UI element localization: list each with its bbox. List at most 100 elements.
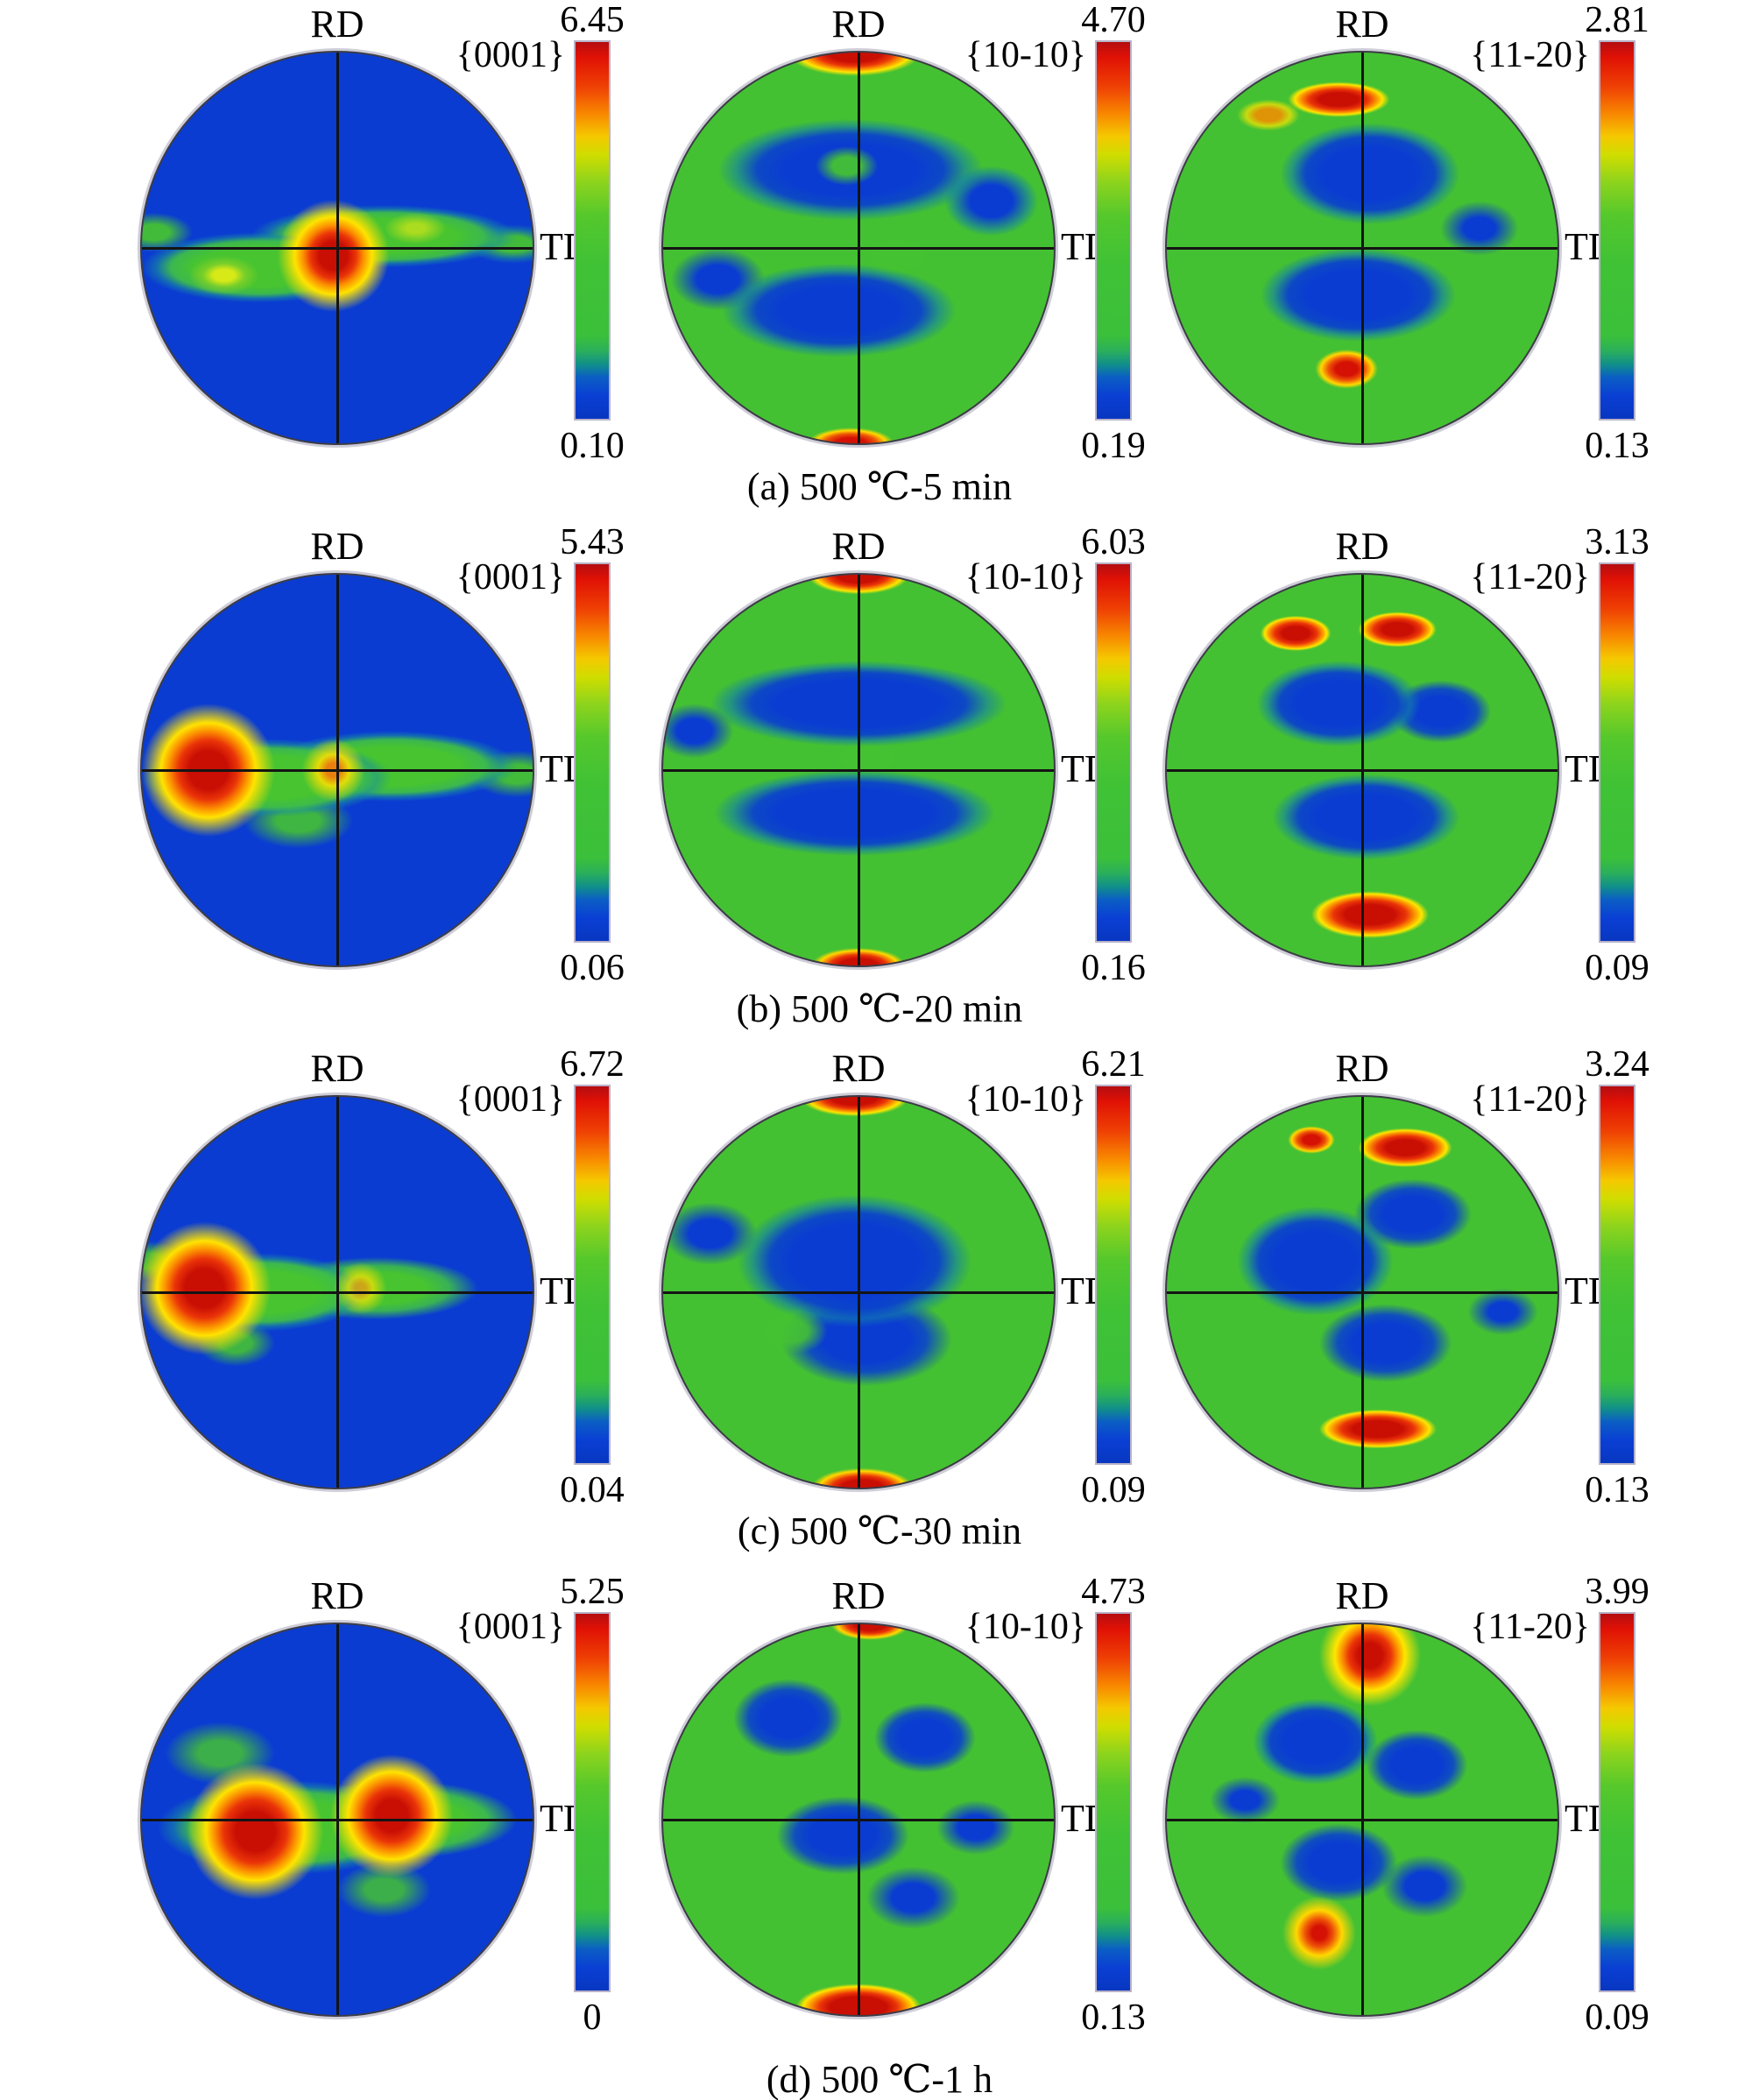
- colorbar: [574, 562, 611, 943]
- pole-figure-panel: RD TD {0001} 6.45 0.10: [140, 0, 753, 478]
- colorbar-max-value: 4.70: [1081, 0, 1146, 40]
- horizontal-axis-line: [142, 1290, 533, 1294]
- pole-figure-panel: RD TD {11-20} 3.99 0.09: [1165, 1573, 1759, 2050]
- plane-label: {10-10}: [964, 557, 1086, 597]
- colorbar: [1599, 562, 1635, 943]
- colorbar: [1095, 1612, 1132, 1992]
- pole-figure-row: RD TD {0001} 5.43 0.06 RD TD {10-10} 6.0…: [0, 522, 1759, 1050]
- colorbar-max-value: 6.72: [560, 1044, 625, 1085]
- pole-figure-row: RD TD {0001} 6.45 0.10 RD TD {10-10} 4.7…: [0, 0, 1759, 527]
- horizontal-axis-line: [663, 1818, 1054, 1821]
- pole-figure-panel: RD TD {10-10} 6.21 0.09: [661, 1046, 1275, 1523]
- pole-figure-panel: RD TD {0001} 6.72 0.04: [140, 1046, 753, 1523]
- pole-figure-plot: [140, 1623, 534, 2017]
- pole-figure-panel: RD TD {0001} 5.43 0.06: [140, 522, 753, 1001]
- colorbar-min-value: 0.13: [1585, 1470, 1650, 1510]
- colorbar: [1095, 1085, 1132, 1465]
- horizontal-axis-line: [1167, 1818, 1558, 1821]
- colorbar: [1599, 40, 1635, 421]
- horizontal-axis-line: [1167, 768, 1558, 772]
- plane-label: {10-10}: [964, 1079, 1086, 1120]
- horizontal-axis-line: [142, 768, 533, 772]
- rd-axis-label: RD: [831, 525, 886, 568]
- horizontal-axis-line: [663, 1290, 1054, 1294]
- pole-figure-panel: RD TD {10-10} 6.03 0.16: [661, 522, 1275, 1001]
- colorbar: [574, 1085, 611, 1465]
- colorbar-min-value: 0.10: [560, 426, 625, 466]
- colorbar-min-value: 0.13: [1081, 1997, 1146, 2038]
- pole-figure-plot: [661, 1095, 1056, 1489]
- pole-figure-plot: [140, 51, 534, 445]
- rd-axis-label: RD: [831, 1047, 886, 1090]
- row-caption: (d) 500 ℃-1 h: [766, 2058, 993, 2100]
- horizontal-axis-line: [142, 246, 533, 250]
- pole-figure-plot: [1165, 1623, 1559, 2017]
- colorbar-min-value: 0.13: [1585, 426, 1650, 466]
- colorbar-max-value: 5.43: [560, 522, 625, 562]
- row-caption: (b) 500 ℃-20 min: [736, 987, 1023, 1030]
- plane-label: {0001}: [456, 1079, 565, 1120]
- colorbar-max-value: 3.99: [1585, 1572, 1650, 1612]
- plane-label: {10-10}: [964, 1607, 1086, 1647]
- row-caption: (c) 500 ℃-30 min: [737, 1510, 1022, 1552]
- horizontal-axis-line: [663, 768, 1054, 772]
- pole-figure-panel: RD TD {11-20} 3.13 0.09: [1165, 522, 1759, 1001]
- colorbar-min-value: 0.06: [560, 948, 625, 988]
- rd-axis-label: RD: [310, 1047, 364, 1090]
- colorbar-max-value: 6.03: [1081, 522, 1146, 562]
- colorbar-max-value: 5.25: [560, 1572, 625, 1612]
- plane-label: {0001}: [456, 1607, 565, 1647]
- plane-label: {11-20}: [1470, 1079, 1590, 1120]
- colorbar: [1095, 40, 1132, 421]
- horizontal-axis-line: [663, 246, 1054, 250]
- colorbar-min-value: 0.19: [1081, 426, 1146, 466]
- pole-figure-panel: RD TD {10-10} 4.73 0.13: [661, 1573, 1275, 2050]
- rd-axis-label: RD: [1335, 3, 1389, 46]
- colorbar-min-value: 0.09: [1081, 1470, 1146, 1510]
- pole-figure-plot: [140, 1095, 534, 1489]
- rd-axis-label: RD: [310, 525, 364, 568]
- rd-axis-label: RD: [310, 1574, 364, 1617]
- colorbar-min-value: 0: [583, 1997, 602, 2038]
- colorbar: [574, 1612, 611, 1992]
- rd-axis-label: RD: [1335, 1047, 1389, 1090]
- plane-label: {11-20}: [1470, 1607, 1590, 1647]
- colorbar-max-value: 4.73: [1081, 1572, 1146, 1612]
- pole-figure-row: RD TD {0001} 6.72 0.04 RD TD {10-10} 6.2…: [0, 1046, 1759, 1572]
- plane-label: {11-20}: [1470, 35, 1590, 75]
- colorbar-max-value: 3.24: [1585, 1044, 1650, 1085]
- horizontal-axis-line: [1167, 1290, 1558, 1294]
- colorbar-max-value: 6.21: [1081, 1044, 1146, 1085]
- colorbar-max-value: 2.81: [1585, 0, 1650, 40]
- colorbar-max-value: 3.13: [1585, 522, 1650, 562]
- pole-figure-plot: [140, 573, 534, 967]
- pole-figure-plot: [1165, 573, 1559, 967]
- pole-figure-panel: RD TD {11-20} 2.81 0.13: [1165, 0, 1759, 478]
- colorbar: [1599, 1085, 1635, 1465]
- rd-axis-label: RD: [1335, 525, 1389, 568]
- colorbar-min-value: 0.16: [1081, 948, 1146, 988]
- pole-figure-row: RD TD {0001} 5.25 0 RD TD {10-10} 4.73 0…: [0, 1573, 1759, 2100]
- pole-figure-plot: [1165, 51, 1559, 445]
- plane-label: {10-10}: [964, 35, 1086, 75]
- rd-axis-label: RD: [1335, 1574, 1389, 1617]
- colorbar-max-value: 6.45: [560, 0, 625, 40]
- rd-axis-label: RD: [831, 1574, 886, 1617]
- horizontal-axis-line: [142, 1818, 533, 1821]
- colorbar: [1599, 1612, 1635, 1992]
- rd-axis-label: RD: [310, 3, 364, 46]
- pole-figure-plot: [661, 573, 1056, 967]
- plane-label: {0001}: [456, 35, 565, 75]
- row-caption: (a) 500 ℃-5 min: [746, 465, 1013, 508]
- horizontal-axis-line: [1167, 246, 1558, 250]
- colorbar: [574, 40, 611, 421]
- plane-label: {11-20}: [1470, 557, 1590, 597]
- pole-figure-plot: [661, 1623, 1056, 2017]
- pole-figure-panel: RD TD {11-20} 3.24 0.13: [1165, 1046, 1759, 1523]
- pole-figure-plot: [1165, 1095, 1559, 1489]
- rd-axis-label: RD: [831, 3, 886, 46]
- colorbar-min-value: 0.09: [1585, 948, 1650, 988]
- pole-figure-plot: [661, 51, 1056, 445]
- pole-figure-panel: RD TD {0001} 5.25 0: [140, 1573, 753, 2050]
